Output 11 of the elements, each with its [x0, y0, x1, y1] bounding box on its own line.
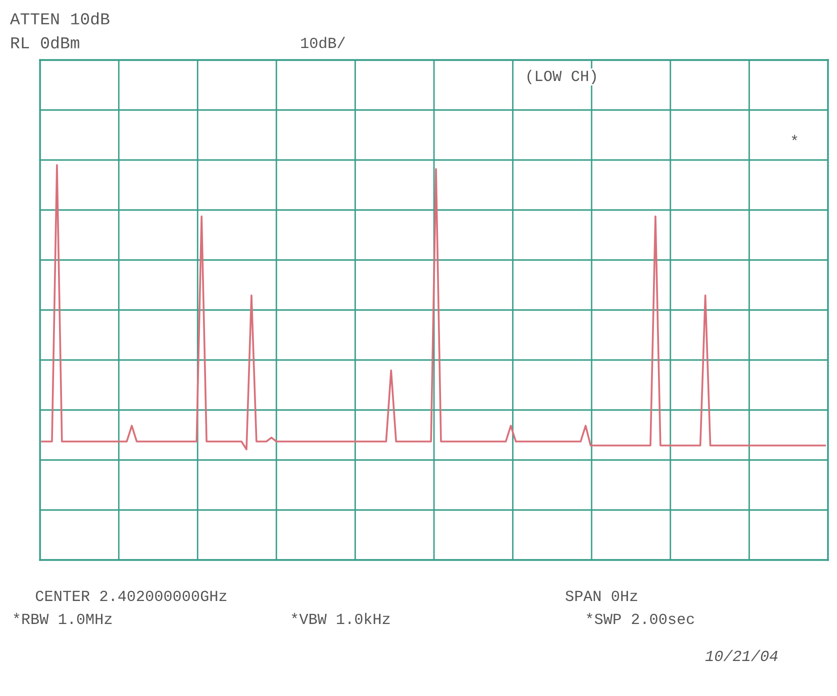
text: * — [792, 134, 798, 140]
text: *SWP 2.00sec — [586, 612, 694, 624]
chart-subtitle: RL 0dBm — [11, 36, 80, 49]
text: 10dB/ — [301, 36, 345, 48]
chart-title: ATTEN 10dB — [10, 12, 110, 25]
text: 10/21/04 — [705, 650, 778, 662]
text: SPAN 0Hz — [566, 590, 638, 602]
text: (LOW CH) — [528, 70, 596, 84]
text: *VBW 1.0kHz — [292, 612, 390, 624]
text: *RBW 1.0MHz — [14, 612, 112, 624]
text: CENTER 2.402000000GHz — [36, 590, 226, 602]
